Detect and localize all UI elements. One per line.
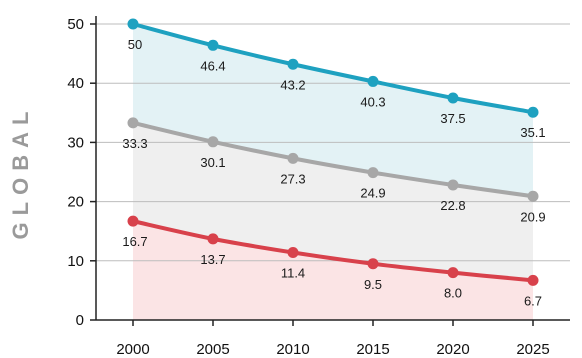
data-point xyxy=(127,215,139,227)
x-tick-label: 2010 xyxy=(276,341,309,358)
tick-labels: 0 10 20 30 40 50 2000 2005 2010 2015 2020 2025 xyxy=(67,16,549,358)
data-point xyxy=(527,106,539,118)
y-tick-label: 20 xyxy=(67,194,84,211)
data-label: 50 xyxy=(128,37,142,52)
data-point xyxy=(207,233,219,245)
data-point xyxy=(127,117,139,129)
data-point xyxy=(447,179,459,191)
y-tick-label: 50 xyxy=(67,16,84,33)
x-tick-label: 2005 xyxy=(196,341,229,358)
data-label: 9.5 xyxy=(364,277,382,292)
data-point xyxy=(367,167,379,179)
axes xyxy=(90,16,570,326)
data-label: 6.7 xyxy=(524,293,542,308)
data-point xyxy=(527,274,539,286)
area-fill-1 xyxy=(133,24,533,197)
area-fill-3 xyxy=(133,221,533,320)
y-tick-label: 30 xyxy=(67,134,84,151)
x-tick-label: 2015 xyxy=(356,341,389,358)
data-point xyxy=(527,190,539,202)
x-tick-label: 2000 xyxy=(116,341,149,358)
data-label: 40.3 xyxy=(360,94,385,109)
data-label: 20.9 xyxy=(520,209,545,224)
data-label: 35.1 xyxy=(520,125,545,140)
data-points xyxy=(127,18,539,286)
data-label: 22.8 xyxy=(440,198,465,213)
data-point xyxy=(207,39,219,51)
y-tick-label: 10 xyxy=(67,253,84,270)
data-labels: 50 46.4 43.2 40.3 37.5 35.1 33.3 30.1 27.3 24.9 22… xyxy=(122,37,545,308)
data-point xyxy=(367,258,379,270)
data-point xyxy=(287,152,299,164)
grid-lines xyxy=(96,23,570,262)
x-tick-label: 2020 xyxy=(436,341,469,358)
data-point xyxy=(447,267,459,279)
data-label: 30.1 xyxy=(200,155,225,170)
data-label: 43.2 xyxy=(280,77,305,92)
data-point xyxy=(287,58,299,70)
series-line-1 xyxy=(131,22,535,115)
y-axis-label: GLOBAL xyxy=(8,105,33,240)
data-point xyxy=(367,75,379,87)
data-label: 27.3 xyxy=(280,171,305,186)
data-point xyxy=(287,247,299,259)
data-label: 16.7 xyxy=(122,234,147,249)
y-tick-label: 0 xyxy=(76,312,84,329)
data-point xyxy=(447,92,459,104)
data-label: 33.3 xyxy=(122,136,147,151)
data-label: 46.4 xyxy=(200,58,225,73)
data-label: 11.4 xyxy=(281,266,305,281)
data-label: 24.9 xyxy=(360,186,385,201)
data-label: 13.7 xyxy=(200,252,225,267)
y-tick-label: 40 xyxy=(67,75,84,92)
data-point xyxy=(207,136,219,148)
data-label: 37.5 xyxy=(440,111,465,126)
data-label: 8.0 xyxy=(444,286,462,301)
x-tick-label: 2025 xyxy=(516,341,549,358)
data-point xyxy=(127,18,139,30)
